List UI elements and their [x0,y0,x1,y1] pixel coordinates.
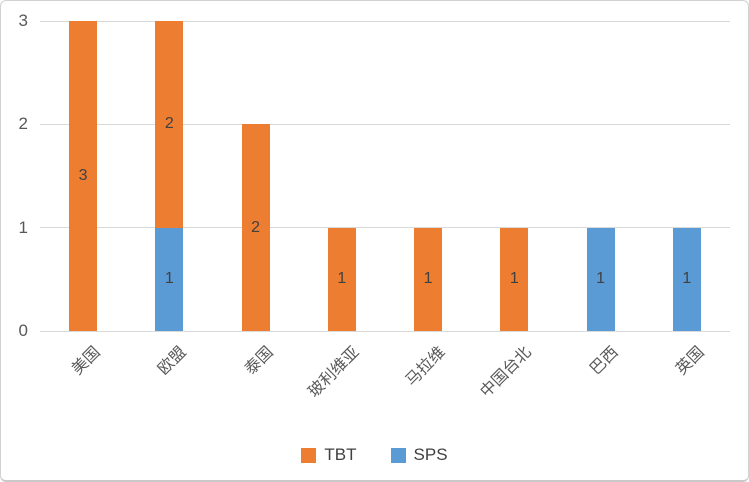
sps-color-swatch [390,447,406,463]
bar-segment-sps [672,227,701,331]
data-label: 1 [682,270,692,288]
data-label: 1 [423,270,433,288]
bar-segment-tbt [414,227,443,331]
x-axis-category-label: 巴西 [586,343,622,379]
legend-label-tbt: TBT [324,445,357,464]
x-axis-category-label: 马拉维 [402,343,449,390]
y-axis-tick-label: 3 [18,11,28,30]
x-axis-category-label: 泰国 [241,343,277,379]
data-label: 1 [596,270,606,288]
gridline-y3 [40,20,730,22]
y-axis-tick-label: 2 [18,114,28,134]
legend-label-sps: SPS [413,445,448,464]
bar-segment-tbt [155,21,184,228]
chart-legend: TBT SPS [1,445,748,465]
bar-segment-tbt [69,21,98,331]
legend-item-sps: SPS [390,445,448,465]
data-label: 3 [78,167,88,184]
data-label: 1 [164,270,174,288]
legend-item-tbt: TBT [301,445,357,465]
x-axis-category-label: 英国 [672,343,708,379]
x-axis-category-label: 美国 [69,343,104,379]
y-axis-tick-label: 1 [18,217,28,237]
data-label: 2 [251,218,261,236]
gridline-y0 [40,330,730,332]
x-axis-category-label: 玻利维亚 [305,343,363,401]
x-axis-category-label: 欧盟 [155,343,191,379]
data-label: 1 [509,270,519,288]
bar-segment-sps [586,227,615,331]
bar-segment-tbt [327,227,356,331]
bar-segment-sps [155,227,184,331]
gridline-y1 [40,227,730,229]
bar-segment-tbt [241,124,270,331]
y-axis-tick-label: 0 [18,321,28,340]
data-label: 1 [337,270,347,288]
tbt-color-swatch [301,447,317,463]
x-axis-category-label: 中国台北 [477,343,536,401]
data-label: 2 [164,115,174,133]
bar-segment-tbt [500,227,529,331]
gridline-y2 [40,123,730,125]
